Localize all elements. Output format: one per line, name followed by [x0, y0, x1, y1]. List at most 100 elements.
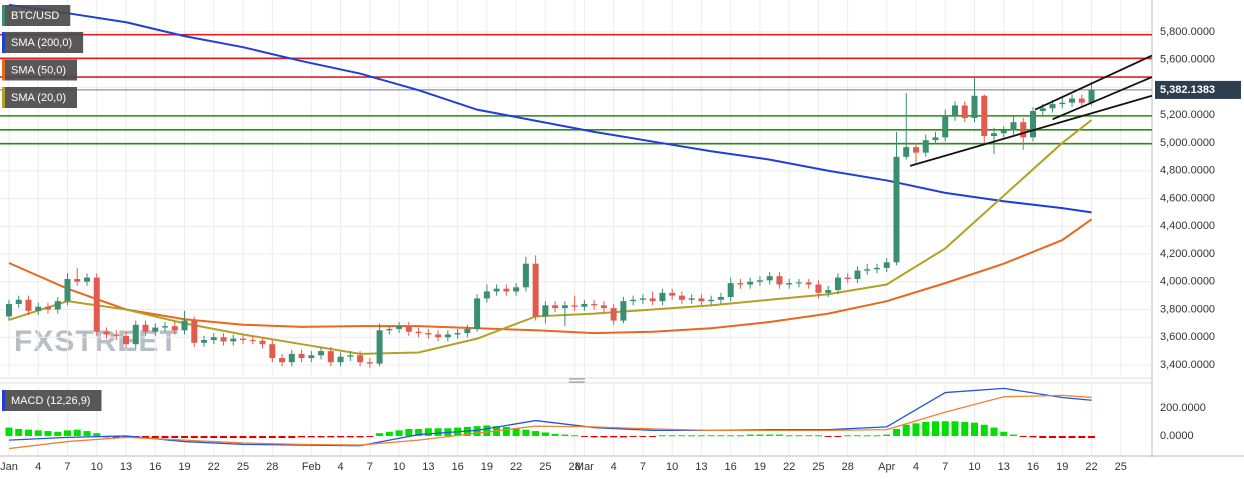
candle-body [357, 355, 364, 363]
histogram-bar [610, 435, 618, 438]
candle-body [610, 308, 617, 321]
x-tick-label: 25 [237, 461, 249, 473]
histogram-bar [1088, 435, 1096, 439]
x-tick-label: 4 [913, 461, 919, 473]
histogram-bar [727, 435, 735, 437]
x-tick-label: 19 [754, 461, 766, 473]
candle-body [912, 147, 919, 153]
histogram-bar [161, 435, 169, 439]
histogram-bar [668, 435, 676, 437]
candle-body [893, 156, 900, 263]
candle-body [181, 320, 188, 331]
candle-body [493, 288, 500, 292]
histogram-bar [220, 435, 228, 439]
candle-body [123, 335, 130, 345]
histogram-bar [922, 421, 930, 436]
legend-label: SMA (200,0) [11, 37, 72, 49]
candle-body [103, 331, 110, 335]
legend-label: MACD (12,26,9) [11, 395, 90, 407]
histogram-bar [551, 433, 559, 436]
candle-body [386, 328, 393, 331]
x-tick-label: 13 [998, 461, 1010, 473]
histogram-bar [883, 434, 891, 436]
histogram-bar [63, 430, 71, 436]
histogram-bar [1029, 435, 1037, 438]
candle-body [1088, 89, 1095, 103]
histogram-bar [171, 435, 179, 439]
histogram-bar [639, 435, 647, 437]
candle-body [747, 281, 754, 285]
histogram-bar [814, 435, 822, 437]
histogram-bar [970, 422, 978, 436]
candle-body [698, 298, 705, 302]
histogram-bar [1010, 434, 1018, 436]
candle-body [561, 305, 568, 309]
candle-body [776, 276, 783, 285]
histogram-bar [1078, 435, 1086, 439]
y-tick-label: 4,600.0000 [1160, 192, 1215, 204]
histogram-bar [902, 424, 910, 436]
candle-body [444, 334, 451, 338]
legend-label: SMA (50,0) [11, 64, 66, 76]
candle-body [366, 362, 373, 364]
histogram-bar [93, 433, 101, 436]
x-tick-label: 7 [64, 461, 70, 473]
x-tick-label: Apr [878, 461, 895, 473]
macd-line [8, 394, 1092, 450]
x-tick-label: 7 [942, 461, 948, 473]
histogram-bar [395, 430, 403, 436]
y-tick-label: 4,800.0000 [1160, 165, 1215, 177]
x-tick-label: 19 [1056, 461, 1068, 473]
legend-swatch [2, 59, 5, 81]
x-tick-label: 10 [666, 461, 678, 473]
candle-body [1000, 130, 1007, 134]
histogram-bar [590, 435, 598, 438]
candle-body [191, 320, 198, 343]
candle-body [688, 298, 695, 300]
x-tick-label: Feb [302, 461, 321, 473]
x-tick-label: 28 [266, 461, 278, 473]
candle-body [708, 299, 715, 302]
candle-body [44, 306, 51, 310]
histogram-bar [571, 435, 579, 437]
candle-body [425, 333, 432, 335]
candle-body [15, 299, 22, 304]
histogram-bar [658, 435, 666, 437]
histogram-bar [317, 435, 325, 438]
candle-body [25, 299, 32, 311]
histogram-bar [34, 430, 42, 436]
candle-body [308, 355, 315, 359]
candle-body [981, 95, 988, 137]
legend-swatch [2, 5, 5, 26]
x-tick-label: 4 [338, 461, 344, 473]
candle-body [74, 278, 81, 282]
histogram-bar [961, 421, 969, 436]
histogram-bar [824, 435, 832, 437]
histogram-bar [931, 421, 939, 436]
x-tick-label: 10 [968, 461, 980, 473]
candle-body [54, 301, 61, 310]
candle-body [337, 356, 344, 363]
x-tick-label: 16 [725, 461, 737, 473]
candle-body [630, 299, 637, 302]
candle-body [230, 338, 237, 342]
candle-body [727, 283, 734, 298]
candle-body [405, 326, 412, 332]
candle-body [1020, 122, 1027, 138]
histogram-bar [561, 434, 569, 436]
histogram-bar [834, 435, 842, 437]
y-tick-label: 0.0000 [1160, 430, 1194, 442]
histogram-bar [1058, 435, 1066, 439]
histogram-bar [1019, 435, 1027, 437]
histogram-bar [980, 424, 988, 436]
histogram-bar [541, 432, 549, 436]
x-tick-label: 22 [208, 461, 220, 473]
candle-body [327, 351, 334, 363]
histogram-bar [24, 429, 32, 436]
histogram-bar [873, 435, 881, 437]
candle-body [1030, 111, 1037, 138]
histogram-bar [512, 428, 520, 436]
candle-body [142, 324, 149, 332]
histogram-bar [54, 431, 62, 436]
x-tick-label: 22 [783, 461, 795, 473]
